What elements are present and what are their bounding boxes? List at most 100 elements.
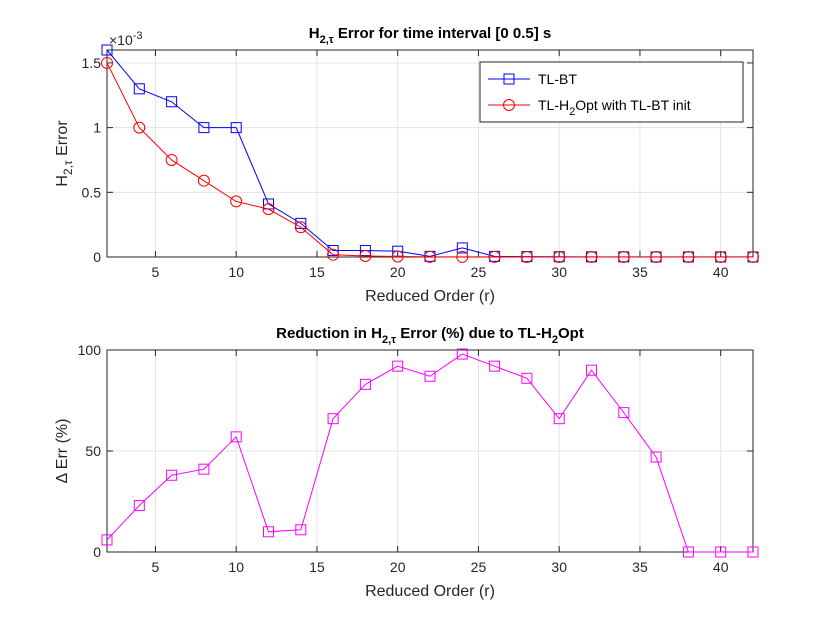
data-point: [197, 174, 210, 187]
data-point: [133, 500, 145, 512]
data-point: [618, 407, 630, 419]
legend-marker: [503, 99, 515, 111]
x-tick-label: 25: [471, 559, 487, 575]
data-point: [165, 153, 178, 166]
chart-title: H2,τ Error for time interval [0 0.5] s: [309, 25, 552, 46]
y-label-text: Error: [54, 120, 71, 161]
title-subscript: 2: [552, 334, 558, 346]
y-tick-label: 100: [78, 342, 102, 358]
x-tick-label: 20: [390, 559, 406, 575]
y-tick-label: 1: [93, 120, 101, 136]
data-point: [359, 378, 371, 390]
data-point: [230, 195, 243, 208]
y-label-subscript: 2,τ: [61, 160, 75, 175]
y-axis-label: H2,τ Error: [54, 120, 75, 187]
data-point: [650, 451, 662, 463]
legend-item: TL-H2Opt with TL-BT init: [488, 97, 691, 118]
data-point: [198, 463, 210, 475]
top-plot: 5 10 15 20 25 30 35 40 0 0.5 1 1.5 ×10-3 H2,τ Error f…: [54, 25, 759, 305]
x-tick-label: 35: [632, 264, 648, 280]
x-tick-label: 40: [713, 264, 729, 280]
y-tick-label: 0: [93, 544, 101, 560]
data-point: [521, 372, 533, 384]
data-point: [295, 524, 307, 536]
series-line: [106, 62, 753, 258]
data-point: [715, 546, 727, 558]
legend-box: [479, 61, 744, 123]
data-point: [166, 469, 178, 481]
data-point: [650, 250, 663, 263]
x-tick-label: 30: [551, 264, 567, 280]
x-tick-label: 35: [632, 559, 648, 575]
legend-subscript: 2: [569, 106, 575, 118]
x-tick-label: 15: [309, 559, 325, 575]
x-tick-label: 5: [152, 264, 160, 280]
y-axis-label: Δ Err (%): [54, 419, 71, 484]
data-point: [327, 248, 340, 261]
x-tick-label: 10: [228, 264, 244, 280]
data-point: [133, 83, 145, 95]
chart-title: Reduction in H2,τ Error (%) due to TL-H2…: [276, 325, 584, 346]
y-tick-label: 50: [85, 443, 101, 459]
data-point: [682, 250, 695, 263]
data-point: [198, 122, 210, 134]
legend-text-part: TL-H: [538, 97, 569, 113]
legend-label: TL-H2Opt with TL-BT init: [538, 97, 691, 118]
series-reduction: [101, 348, 759, 558]
title-subscript: 2,τ: [320, 34, 334, 46]
bottom-plot: 5 10 15 20 25 30 35 40 0 50 100 Reduction in H2,τ E…: [54, 325, 759, 600]
data-point: [585, 250, 598, 263]
x-tick-label: 30: [551, 559, 567, 575]
data-point: [327, 413, 339, 425]
data-point: [682, 546, 694, 558]
title-text: Reduction in H: [276, 325, 382, 342]
data-point: [520, 250, 533, 263]
data-point: [488, 250, 501, 263]
series-line: [106, 353, 753, 553]
data-point: [747, 546, 759, 558]
exponent-power: -3: [133, 30, 143, 42]
x-tick-label: 25: [471, 264, 487, 280]
data-point: [263, 526, 274, 538]
data-point: [230, 431, 242, 443]
series-tl-h2opt-with-tl-bt-init: [101, 56, 759, 263]
y-tick-label: 0.5: [82, 184, 102, 200]
data-point: [295, 217, 307, 229]
y-tick-label: 1.5: [82, 55, 102, 71]
y-exponent-label: ×10-3: [109, 30, 143, 48]
data-point: [747, 250, 759, 263]
y-label-text: H: [54, 175, 71, 187]
data-point: [424, 370, 436, 382]
legend-text-part: TL-BT: [538, 71, 577, 87]
x-tick-label: 20: [390, 264, 406, 280]
x-tick-label: 5: [152, 559, 160, 575]
data-point: [489, 360, 501, 372]
data-point: [294, 221, 307, 234]
data-point: [101, 534, 113, 546]
exponent-base: ×10: [109, 32, 133, 48]
data-point: [101, 56, 113, 69]
x-tick-label: 10: [228, 559, 244, 575]
data-point: [456, 348, 468, 360]
data-point: [392, 360, 404, 372]
data-point: [714, 250, 727, 263]
legend-label: TL-BT: [538, 71, 577, 87]
data-point: [262, 203, 275, 216]
data-point: [424, 250, 436, 263]
data-point: [230, 122, 242, 134]
legend: TL-BT TL-H2Opt with TL-BT init: [479, 61, 744, 123]
x-axis-label: Reduced Order (r): [365, 583, 495, 600]
x-tick-label: 40: [713, 559, 729, 575]
x-tick-label: 15: [309, 264, 325, 280]
data-point: [553, 250, 566, 263]
legend-item: TL-BT: [488, 71, 577, 87]
data-point: [456, 250, 469, 263]
title-text: Opt: [558, 325, 584, 342]
title-subscript: 2,τ: [382, 334, 396, 346]
data-point: [456, 242, 468, 254]
y-tick-label: 0: [93, 249, 101, 265]
data-point: [586, 364, 597, 376]
data-point: [166, 96, 178, 108]
data-point: [133, 121, 146, 134]
